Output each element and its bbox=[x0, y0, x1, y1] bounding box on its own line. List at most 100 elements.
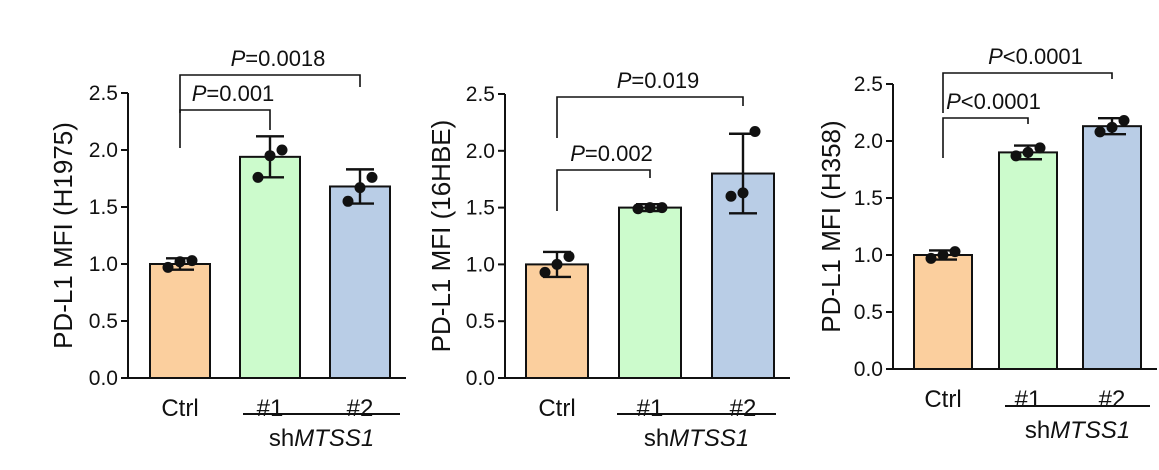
data-point bbox=[656, 202, 668, 214]
bar-sh1 bbox=[618, 206, 682, 379]
x-category-label: #1 bbox=[1015, 386, 1042, 413]
bar-Ctrl bbox=[913, 254, 973, 370]
p-value-label: P=0.019 bbox=[617, 68, 700, 93]
y-tick-label: 2.5 bbox=[89, 82, 118, 105]
x-category-label: #1 bbox=[257, 395, 284, 422]
data-point bbox=[563, 250, 575, 262]
data-point bbox=[632, 203, 644, 215]
data-point bbox=[551, 258, 563, 270]
chart-panel-3: 0.0 0.5 1.0 1.5 2.0 2.5 PD-L1 MFI (H358) Ctrl #1… bbox=[816, 44, 1157, 444]
data-point bbox=[949, 246, 961, 258]
y-tick-label: 1.0 bbox=[854, 244, 883, 267]
bar-Ctrl bbox=[149, 263, 211, 379]
data-point bbox=[354, 182, 366, 194]
p-value-label: P<0.0001 bbox=[988, 44, 1083, 69]
x-category-label: Ctrl bbox=[924, 386, 961, 413]
y-tick-label: 1.5 bbox=[466, 197, 495, 220]
bar-Ctrl bbox=[525, 263, 589, 379]
y-axis-label: PD-L1 MFI (16HBE) bbox=[426, 120, 456, 353]
significance-bracket bbox=[556, 96, 744, 138]
data-point bbox=[1118, 114, 1130, 126]
y-tick-label: 0.5 bbox=[89, 310, 118, 333]
p-value: <0.0001 bbox=[1003, 44, 1083, 69]
y-axis-label: PD-L1 MFI (H358) bbox=[816, 120, 846, 332]
significance-bracket bbox=[942, 72, 1113, 113]
p-value: <0.0001 bbox=[961, 89, 1041, 114]
y-tick-label: 0.0 bbox=[854, 358, 883, 381]
data-point bbox=[276, 144, 288, 156]
group-label-prefix: sh bbox=[269, 425, 294, 452]
p-value-label: P<0.0001 bbox=[946, 89, 1041, 114]
significance-bracket bbox=[556, 169, 651, 211]
data-point bbox=[749, 125, 761, 137]
y-tick-label: 2.0 bbox=[466, 140, 495, 163]
data-point bbox=[174, 256, 186, 268]
x-category-label: #1 bbox=[637, 395, 664, 422]
data-point bbox=[264, 150, 276, 162]
significance-bracket bbox=[942, 117, 1029, 158]
bar-sh2 bbox=[711, 172, 775, 379]
data-point bbox=[1106, 121, 1118, 133]
y-tick-label: 0.0 bbox=[89, 367, 118, 390]
group-label-gene: MTSS1 bbox=[669, 425, 749, 452]
data-point bbox=[925, 252, 937, 264]
p-value-label: P=0.001 bbox=[192, 81, 275, 106]
p-symbol: P bbox=[617, 68, 632, 93]
p-value: =0.001 bbox=[206, 81, 274, 106]
p-value: =0.0018 bbox=[245, 46, 325, 71]
y-tick-label: 2.0 bbox=[854, 130, 883, 153]
data-point bbox=[1034, 142, 1046, 154]
data-point bbox=[1094, 126, 1106, 138]
x-category-label: Ctrl bbox=[161, 395, 198, 422]
p-symbol: P bbox=[988, 44, 1003, 69]
y-tick-label: 0.5 bbox=[854, 301, 883, 324]
y-tick-label: 0.5 bbox=[466, 310, 495, 333]
bar-sh2 bbox=[1082, 125, 1142, 371]
chart-panel-1: 0.0 0.5 1.0 1.5 2.0 2.5 PD-L1 MFI (H1975) Ctrl #… bbox=[48, 46, 406, 452]
data-point bbox=[366, 171, 378, 183]
group-label: shMTSS1 bbox=[644, 425, 749, 452]
bar-sh1 bbox=[239, 155, 301, 379]
p-symbol: P bbox=[946, 89, 961, 114]
data-point bbox=[252, 171, 264, 183]
p-symbol: P bbox=[192, 81, 207, 106]
bar-sh1 bbox=[998, 151, 1058, 370]
y-tick-label: 1.0 bbox=[466, 253, 495, 276]
p-symbol: P bbox=[570, 141, 585, 166]
data-point bbox=[1022, 146, 1034, 158]
data-point bbox=[1010, 150, 1022, 162]
group-label: shMTSS1 bbox=[1025, 417, 1130, 444]
group-label-prefix: sh bbox=[644, 425, 669, 452]
y-tick-label: 0.0 bbox=[466, 367, 495, 390]
p-symbol: P bbox=[231, 46, 246, 71]
x-category-label: #2 bbox=[347, 395, 374, 422]
bar-sh2 bbox=[329, 185, 391, 379]
p-value-label: P=0.002 bbox=[570, 141, 653, 166]
chart-panel-2: 0.0 0.5 1.0 1.5 2.0 2.5 PD-L1 MFI (16HBE) Ctrl #… bbox=[426, 68, 790, 452]
data-point bbox=[539, 266, 551, 278]
data-point bbox=[737, 187, 749, 199]
y-tick-label: 2.0 bbox=[89, 139, 118, 162]
data-point bbox=[342, 195, 354, 207]
x-category-label: Ctrl bbox=[538, 395, 575, 422]
data-point bbox=[644, 202, 656, 214]
y-tick-label: 1.5 bbox=[854, 187, 883, 210]
y-tick-label: 1.5 bbox=[89, 196, 118, 219]
data-point bbox=[186, 255, 198, 267]
group-label-prefix: sh bbox=[1025, 417, 1050, 444]
x-category-label: #2 bbox=[1099, 386, 1126, 413]
y-tick-label: 2.5 bbox=[854, 73, 883, 96]
y-axis-label: PD-L1 MFI (H1975) bbox=[48, 122, 78, 349]
x-category-label: #2 bbox=[730, 395, 757, 422]
group-label: shMTSS1 bbox=[269, 425, 374, 452]
group-label-gene: MTSS1 bbox=[1050, 417, 1130, 444]
group-label-gene: MTSS1 bbox=[294, 425, 374, 452]
y-tick-label: 2.5 bbox=[466, 83, 495, 106]
significance-bracket bbox=[179, 109, 271, 148]
data-point bbox=[162, 261, 174, 273]
y-tick-label: 1.0 bbox=[89, 253, 118, 276]
p-value: =0.019 bbox=[631, 68, 699, 93]
p-value: =0.002 bbox=[585, 141, 653, 166]
data-point bbox=[725, 190, 737, 202]
